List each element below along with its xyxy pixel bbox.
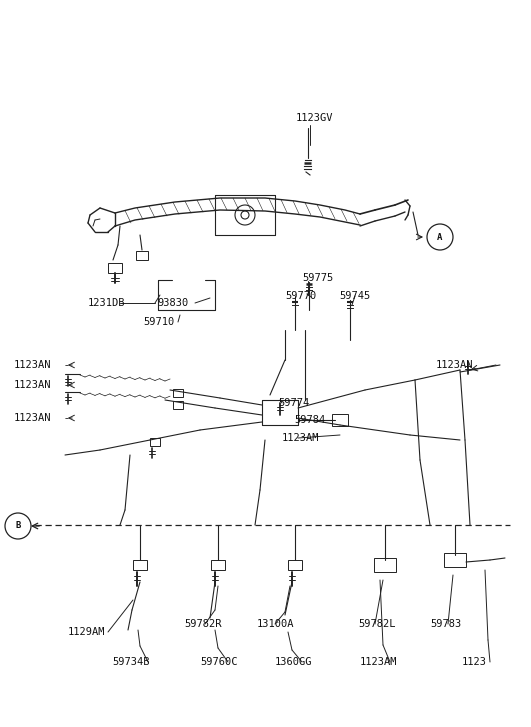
Text: 59745: 59745: [339, 291, 370, 301]
FancyBboxPatch shape: [173, 389, 183, 397]
FancyBboxPatch shape: [108, 263, 122, 273]
FancyBboxPatch shape: [133, 560, 147, 570]
FancyBboxPatch shape: [288, 560, 302, 570]
Text: 59760C: 59760C: [200, 657, 237, 667]
FancyBboxPatch shape: [444, 553, 466, 567]
Text: 59710: 59710: [143, 317, 174, 327]
Text: 1123AM: 1123AM: [360, 657, 398, 667]
Text: A: A: [438, 233, 443, 241]
Text: 59774: 59774: [278, 398, 309, 408]
Text: 59770: 59770: [285, 291, 316, 301]
Text: 13100A: 13100A: [257, 619, 295, 629]
Text: 1129AM: 1129AM: [68, 627, 106, 637]
Text: 1123GV: 1123GV: [296, 113, 333, 123]
FancyBboxPatch shape: [332, 414, 348, 426]
FancyBboxPatch shape: [136, 251, 148, 260]
Text: 59782R: 59782R: [184, 619, 221, 629]
Text: 59783: 59783: [430, 619, 461, 629]
Text: 1123: 1123: [462, 657, 487, 667]
Text: 1123AM: 1123AM: [282, 433, 320, 443]
Text: B: B: [15, 521, 21, 531]
Text: 1231DB: 1231DB: [88, 298, 125, 308]
FancyBboxPatch shape: [173, 401, 183, 409]
Text: 1123AN: 1123AN: [14, 380, 52, 390]
Text: 1360GG: 1360GG: [275, 657, 313, 667]
FancyBboxPatch shape: [374, 558, 396, 572]
Text: 1123AN: 1123AN: [436, 360, 474, 370]
Text: 59782L: 59782L: [358, 619, 396, 629]
Text: 1123AN: 1123AN: [14, 413, 52, 423]
Text: 1123AN: 1123AN: [14, 360, 52, 370]
Text: 59784: 59784: [294, 415, 326, 425]
Text: 59775: 59775: [302, 273, 333, 283]
FancyBboxPatch shape: [211, 560, 225, 570]
Text: 93830: 93830: [157, 298, 189, 308]
FancyBboxPatch shape: [150, 438, 160, 446]
Text: 59734B: 59734B: [112, 657, 150, 667]
